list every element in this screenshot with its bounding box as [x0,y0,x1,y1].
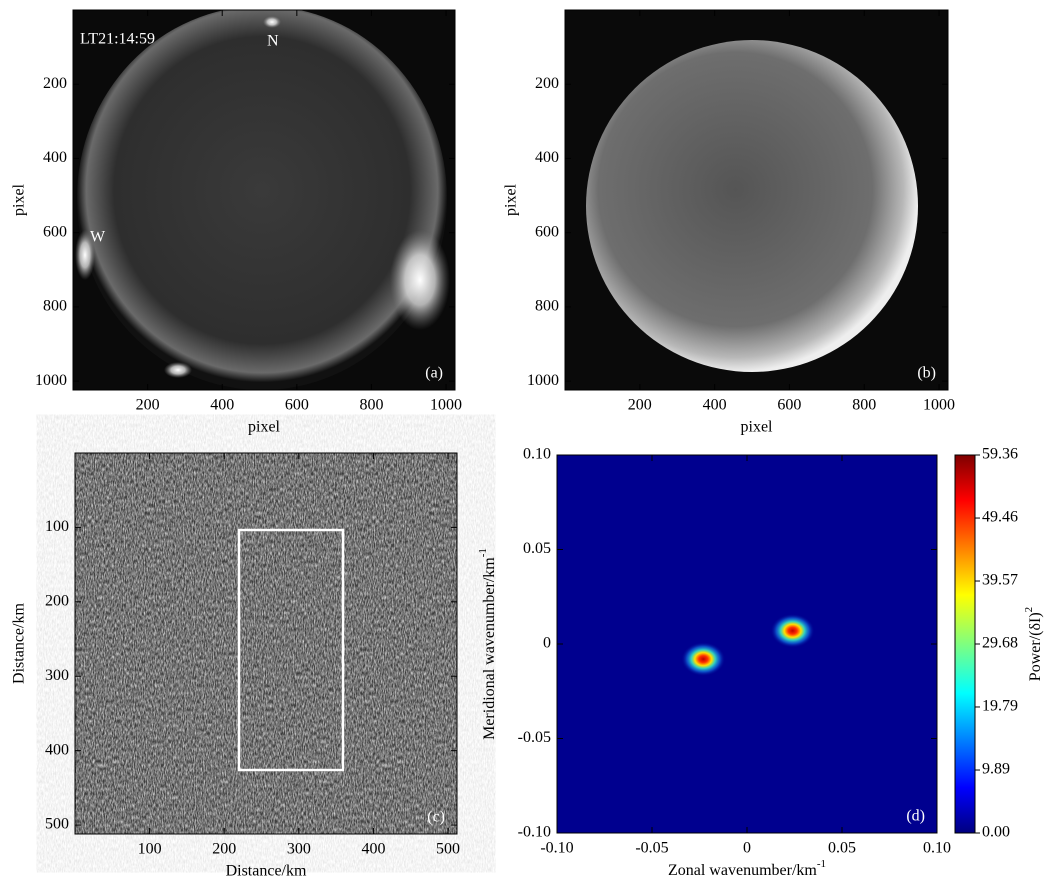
x-tick-label: 0.05 [828,840,856,857]
panel-c-image [75,453,457,834]
colorbar-label: Power/(δI)2 [1023,607,1044,681]
x-tick-label: 200 [136,397,160,414]
y-tick-label: -0.05 [518,729,551,746]
y-tick-label: 200 [45,593,69,610]
y-tick-label: 1000 [35,372,67,389]
annotation: LT21:14:59 [80,31,155,48]
x-tick-label: 400 [210,397,234,414]
panel-label: (a) [425,365,443,382]
colorbar-tick-label: 59.36 [982,446,1018,463]
y-tick-label: 800 [43,298,67,315]
colorbar-label-text: Power/(δI) [1027,612,1044,681]
x-axis-label: pixel [741,419,774,436]
colorbar-tick-label: 39.57 [982,572,1018,589]
y-tick-label: 200 [43,75,67,92]
y-tick-label: 200 [535,75,559,92]
y-tick-label: 500 [45,816,69,833]
x-tick-label: 400 [361,841,385,858]
y-tick-label: -0.10 [518,824,551,841]
x-tick-label: 400 [703,397,727,414]
annotation: W [90,229,106,246]
colorbar-label-sup: 2 [1023,607,1035,613]
panel-d-image [557,455,937,833]
x-tick-label: 0 [743,840,751,857]
y-tick-label: 400 [45,741,69,758]
x-tick-label: 1000 [923,397,955,414]
x-tick-label: 800 [852,397,876,414]
figure: 20040060080010002004006008001000pixelpix… [0,0,1046,891]
colorbar [955,455,975,833]
panel-label: (d) [906,808,925,825]
x-axis-label: Zonal wavenumber/km-1 [668,858,826,879]
x-tick-label: 600 [777,397,801,414]
y-tick-label: 800 [535,298,559,315]
y-axis-label: pixel [503,183,520,216]
y-axis-label: Meridional wavenumber/km-1 [477,548,498,740]
y-axis-label: pixel [11,183,28,216]
y-tick-label: 400 [535,149,559,166]
x-tick-label: 800 [359,397,383,414]
y-axis-label-sup: -1 [477,548,489,557]
panel-b-image [565,10,948,390]
x-tick-label: 500 [436,841,460,858]
y-tick-label: 600 [43,223,67,240]
x-tick-label: 300 [287,841,311,858]
x-tick-label: -0.10 [540,840,573,857]
colorbar-tick-label: 0.00 [982,824,1010,841]
panel-label: (c) [427,809,445,826]
y-axis-label: Distance/km [11,603,28,684]
y-tick-label: 100 [45,518,69,535]
colorbar-tick-label: 29.68 [982,635,1018,652]
y-axis-label-text: Meridional wavenumber/km [481,557,498,740]
x-tick-label: 200 [628,397,652,414]
y-tick-label: 0 [543,635,551,652]
y-tick-label: 600 [535,223,559,240]
annotation: N [267,33,279,50]
x-tick-label: 600 [285,397,309,414]
panel-a-image [73,6,455,390]
y-tick-label: 0.10 [523,446,551,463]
colorbar-tick-label: 19.79 [982,698,1018,715]
y-tick-label: 400 [43,149,67,166]
colorbar-tick-label: 49.46 [982,509,1018,526]
panel-label: (b) [917,365,936,382]
spectral-peak [771,614,815,648]
x-axis-label: pixel [248,419,281,436]
x-axis-label-sup: -1 [817,858,826,870]
x-tick-label: 1000 [430,397,462,414]
x-tick-label: -0.05 [635,840,668,857]
y-tick-label: 300 [45,667,69,684]
x-axis-label-text: Zonal wavenumber/km [668,862,817,879]
x-axis-label: Distance/km [226,863,307,880]
y-tick-label: 0.05 [523,540,551,557]
x-tick-label: 0.10 [923,840,951,857]
colorbar-tick-label: 9.89 [982,761,1010,778]
x-tick-label: 100 [138,841,162,858]
y-tick-label: 1000 [527,372,559,389]
spectral-peak [681,642,725,676]
x-tick-label: 200 [212,841,236,858]
